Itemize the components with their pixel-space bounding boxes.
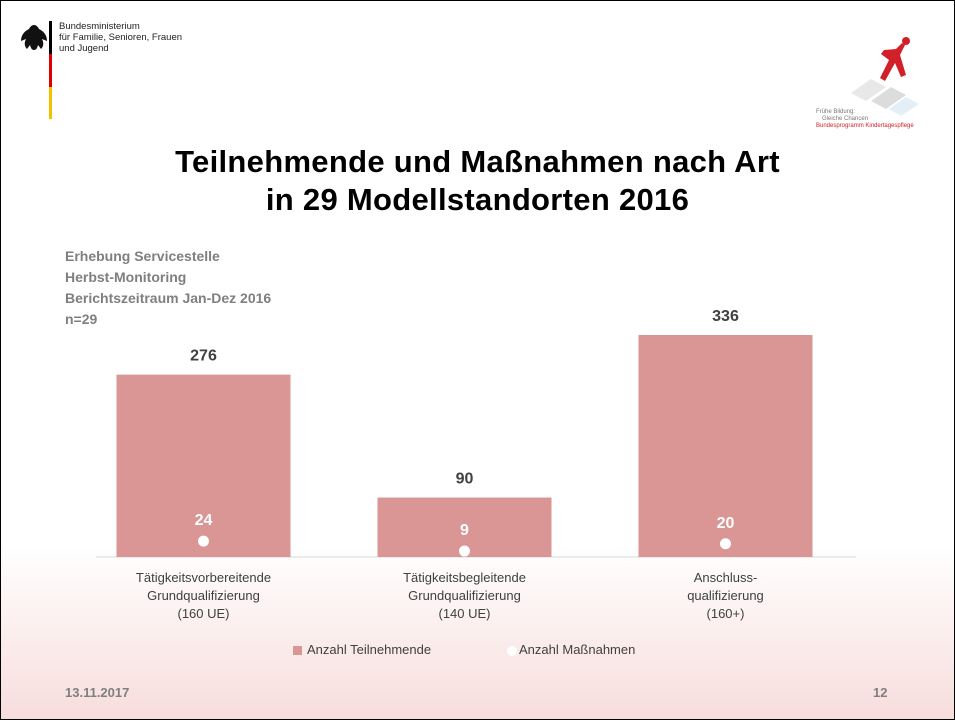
ministry-name: Bundesministerium für Familie, Senioren,… [59, 21, 182, 54]
bar [638, 335, 813, 557]
data-label: 9 [460, 522, 469, 539]
footer-date: 13.11.2017 [65, 685, 130, 700]
x-tick-label: Tätigkeitsvorbereitende Grundqualifizier… [135, 570, 272, 621]
note-line: n=29 [65, 311, 98, 327]
eagle-logo [21, 21, 52, 119]
ministry-line: Bundesministerium [59, 21, 140, 32]
program-logo [851, 37, 919, 116]
note-line: Berichtszeitraum Jan-Dez 2016 [65, 290, 272, 306]
note-line: Herbst-Monitoring [65, 269, 187, 285]
title-line: in 29 Modellstandorten 2016 [265, 182, 690, 217]
data-label: 276 [190, 348, 217, 365]
point [720, 538, 731, 550]
notes: Erhebung Servicestelle Herbst-Monitoring… [65, 246, 271, 330]
title-line: Teilnehmende und Maßnahmen nach Art [175, 144, 780, 179]
point [459, 545, 470, 557]
data-label: 24 [195, 512, 213, 529]
bar [116, 374, 291, 557]
program-line: Bundesprogramm Kindertagespflege [816, 123, 914, 129]
ministry-line: für Familie, Senioren, Frauen [59, 32, 183, 43]
program-line: Gleiche Chancen [822, 116, 869, 122]
point [198, 535, 209, 547]
program-line: Frühe Bildung: [816, 109, 856, 115]
data-label: 336 [712, 308, 739, 325]
ministry-line: und Jugend [59, 43, 109, 54]
page-number: 12 [873, 685, 888, 700]
x-tick-label: Anschluss- qualifizierung (160+) [687, 570, 764, 621]
program-name: Frühe Bildung: Gleiche Chancen Bundespro… [816, 109, 914, 130]
x-tick-label: Tätigkeitsbegleitende Grundqualifizierun… [403, 570, 526, 621]
legend-swatch [293, 646, 302, 655]
data-label: 90 [456, 471, 474, 488]
data-label: 20 [717, 515, 735, 532]
chart-title: Teilnehmende und Maßnahmen nach Art in 2… [1, 143, 954, 219]
legend-label: Anzahl Teilnehmende [307, 642, 432, 657]
note-line: Erhebung Servicestelle [65, 248, 220, 264]
legend-swatch [507, 646, 517, 656]
legend-label: Anzahl Maßnahmen [519, 642, 636, 657]
